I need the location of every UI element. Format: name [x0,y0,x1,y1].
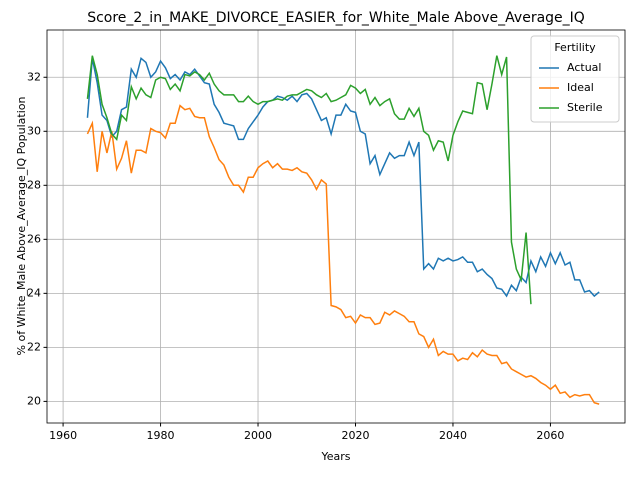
plot-frame [46,29,626,424]
x-tick-label: 2000 [244,429,272,442]
legend-label: Actual [567,61,601,74]
x-tick-label: 1960 [49,429,77,442]
y-tick-label: 24 [27,286,41,299]
legend-label: Ideal [567,81,594,94]
legend-box [530,35,620,123]
y-tick-label: 28 [27,178,41,191]
chart-title: Score_2_in_MAKE_DIVORCE_EASIER_for_White… [87,10,585,26]
line-series [86,104,600,405]
y-tick-label: 30 [27,124,41,137]
legend-title: Fertility [554,41,596,54]
x-tick-label: 1980 [147,429,175,442]
y-tick-label: 26 [27,232,41,245]
x-tick-label: 2020 [341,429,369,442]
x-tick-label: 2060 [536,429,564,442]
line-series [86,57,600,298]
x-axis-label: Years [320,450,350,463]
x-tick-label: 2040 [439,429,467,442]
y-axis-label: % of White_Male Above_Average_IQ Populat… [15,96,28,355]
line-series [86,55,532,305]
legend-label: Sterile [567,101,603,114]
legend: Fertility Actual Ideal Sterile [530,35,620,123]
y-tick-label: 32 [27,70,41,83]
y-tick-label: 22 [27,340,41,353]
y-tick-label: 20 [27,394,41,407]
